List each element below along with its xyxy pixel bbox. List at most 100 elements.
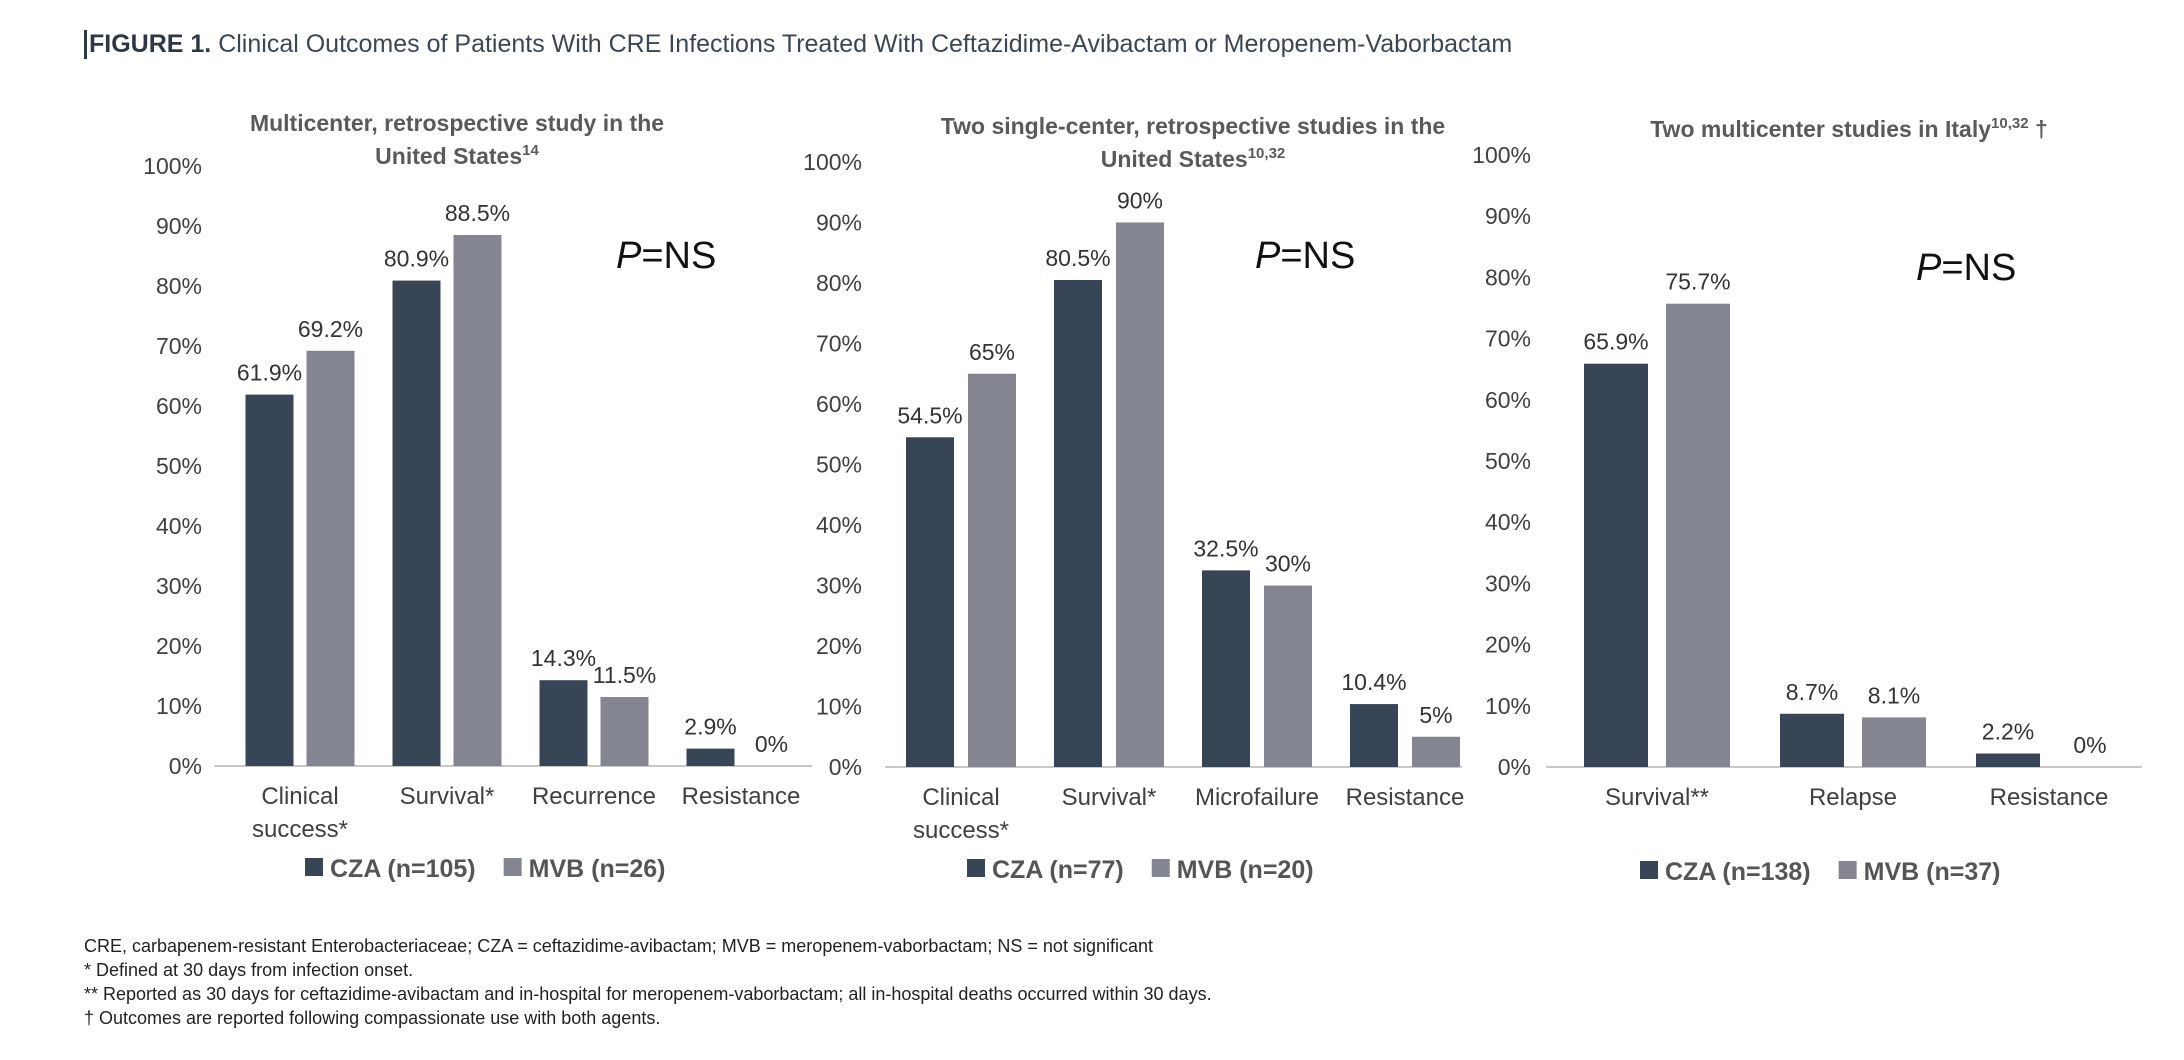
chart3-p-value-annotation: P=NS — [1916, 247, 2016, 289]
chart2-legend-swatch-cza — [967, 859, 985, 877]
chart3-y-tick-label: 50% — [1485, 448, 1531, 474]
chart2-data-label-mvb: 65% — [969, 339, 1015, 365]
chart2-p-value-annotation: P=NS — [1255, 235, 1355, 277]
chart1-y-tick-label: 80% — [156, 273, 202, 299]
chart3-title-line: Two multicenter studies in Italy10,32 † — [1650, 115, 2048, 142]
chart1-y-tick-label: 50% — [156, 453, 202, 479]
chart1-bar-mvb — [453, 235, 502, 766]
chart1-y-tick-label: 60% — [156, 393, 202, 419]
chart1-category-label: success* — [252, 816, 348, 843]
figure-title: FIGURE 1. Clinical Outcomes of Patients … — [84, 30, 1512, 59]
chart2-bar-mvb — [1264, 585, 1312, 767]
chart3-bar-cza — [1780, 713, 1844, 767]
chart3-bar-cza — [1976, 753, 2040, 767]
figure-title-text: Clinical Outcomes of Patients With CRE I… — [218, 30, 1513, 58]
chart2-category-label: Resistance — [1346, 784, 1465, 811]
chart2-bar-cza — [1054, 279, 1102, 767]
chart1-legend-label-mvb: MVB (n=26) — [529, 855, 666, 883]
chart2-y-tick-label: 100% — [803, 149, 862, 175]
chart2-bar-cza — [906, 437, 954, 767]
chart3-category-label: Resistance — [1990, 784, 2109, 811]
chart2-data-label-cza: 10.4% — [1341, 669, 1406, 695]
chart1-data-label-mvb: 69.2% — [298, 316, 363, 342]
chart2-bar-mvb — [1412, 736, 1460, 767]
chart3-y-tick-label: 10% — [1485, 693, 1531, 719]
chart1-legend-label-cza: CZA (n=105) — [330, 855, 476, 883]
chart3-bar-mvb — [1862, 717, 1926, 767]
chart2-legend-label-mvb: MVB (n=20) — [1177, 856, 1314, 884]
chart3-y-tick-label: 30% — [1485, 570, 1531, 596]
chart3-data-label-cza: 2.2% — [1982, 719, 2034, 745]
chart1-data-label-mvb: 88.5% — [445, 200, 510, 226]
chart1-y-tick-label: 70% — [156, 333, 202, 359]
chart1-data-label-cza: 61.9% — [237, 360, 302, 386]
chart2-title-line: Two single-center, retrospective studies… — [941, 113, 1445, 139]
chart3-y-tick-label: 60% — [1485, 387, 1531, 413]
chart1-category-label: Survival* — [400, 783, 495, 810]
chart1-y-tick-label: 10% — [156, 693, 202, 719]
chart3-y-tick-label: 80% — [1485, 264, 1531, 290]
chart1-data-label-cza: 80.9% — [384, 246, 449, 272]
chart3-y-tick-label: 40% — [1485, 509, 1531, 535]
chart1-bar-cza — [392, 280, 441, 766]
chart1-data-label-mvb: 0% — [755, 731, 788, 757]
chart3-category-label: Survival** — [1605, 784, 1709, 811]
chart2-y-tick-label: 40% — [816, 512, 862, 538]
chart2-category-label: Survival* — [1062, 784, 1157, 811]
chart3-legend-swatch-cza — [1640, 861, 1658, 879]
chart2-y-tick-label: 90% — [816, 210, 862, 236]
chart1-data-label-mvb: 11.5% — [593, 662, 657, 688]
chart1-y-tick-label: 0% — [169, 753, 202, 779]
footnotes: CRE, carbapenem-resistant Enterobacteria… — [84, 934, 1212, 1030]
chart2-category-label: Microfailure — [1195, 784, 1319, 811]
chart3-data-label-mvb: 8.1% — [1868, 682, 1920, 708]
chart3-y-tick-label: 70% — [1485, 326, 1531, 352]
chart2-data-label-mvb: 90% — [1117, 188, 1163, 214]
chart1-bar-cza — [686, 748, 735, 766]
chart1-legend-swatch-mvb — [503, 858, 522, 876]
figure-label: FIGURE 1. — [89, 30, 212, 58]
chart3-y-tick-label: 90% — [1485, 203, 1531, 229]
chart1-title-line: United States14 — [375, 142, 539, 169]
chart2-data-label-mvb: 5% — [1419, 702, 1452, 728]
chart1-data-label-cza: 14.3% — [531, 645, 596, 671]
chart2-y-tick-label: 10% — [816, 694, 862, 720]
chart3-bar-cza — [1584, 363, 1648, 767]
chart1-y-tick-label: 100% — [143, 153, 202, 179]
chart3-data-label-cza: 8.7% — [1786, 679, 1838, 705]
chart3-legend-label-mvb: MVB (n=37) — [1864, 858, 2001, 886]
chart1-data-label-cza: 2.9% — [684, 714, 736, 740]
chart2-y-tick-label: 70% — [816, 331, 862, 357]
chart2-data-label-cza: 80.5% — [1045, 245, 1110, 271]
chart2-bar-mvb — [968, 373, 1016, 767]
chart2-data-label-cza: 32.5% — [1193, 535, 1258, 561]
chart2-data-label-mvb: 30% — [1265, 551, 1311, 577]
chart3-legend-label-cza: CZA (n=138) — [1665, 858, 1811, 886]
footnote-double-asterisk: ** Reported as 30 days for ceftazidime-a… — [84, 984, 1212, 1004]
chart1-legend-swatch-cza — [305, 858, 323, 876]
chart1-bar-mvb — [600, 697, 649, 766]
chart2-legend-swatch-mvb — [1151, 859, 1170, 877]
chart2-y-tick-label: 20% — [816, 633, 862, 659]
chart1-bar-cza — [539, 680, 588, 766]
chart1-y-tick-label: 30% — [156, 573, 202, 599]
chart3-legend-swatch-mvb — [1838, 861, 1857, 879]
chart2-category-label: Clinical — [922, 784, 999, 811]
chart3-data-label-mvb: 0% — [2073, 732, 2106, 758]
chart2-bar-cza — [1202, 570, 1250, 767]
chart3-bar-mvb — [1666, 303, 1730, 767]
chart1-bar-cza — [245, 394, 294, 766]
chart2-y-tick-label: 0% — [829, 754, 862, 780]
chart2-y-tick-label: 50% — [816, 452, 862, 478]
chart2-title-line: United States10,32 — [1101, 145, 1286, 172]
chart2-data-label-cza: 54.5% — [897, 402, 962, 428]
chart3-category-label: Relapse — [1809, 784, 1897, 811]
chart1-y-tick-label: 20% — [156, 633, 202, 659]
footnote-abbreviations: CRE, carbapenem-resistant Enterobacteria… — [84, 936, 1153, 956]
chart3-y-tick-label: 100% — [1472, 142, 1531, 168]
footnote-single-asterisk: * Defined at 30 days from infection onse… — [84, 960, 414, 980]
chart2-y-tick-label: 60% — [816, 391, 862, 417]
chart2-legend-label-cza: CZA (n=77) — [992, 856, 1124, 884]
chart2-bar-cza — [1350, 704, 1398, 767]
chart1-category-label: Clinical — [261, 783, 338, 810]
